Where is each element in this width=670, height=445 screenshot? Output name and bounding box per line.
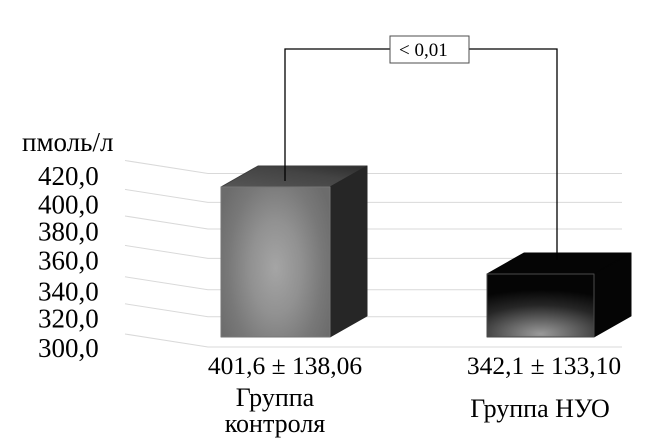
svg-text:300,0: 300,0 — [38, 333, 99, 363]
svg-text:401,6 ± 138,06: 401,6 ± 138,06 — [208, 351, 362, 380]
svg-text:360,0: 360,0 — [38, 246, 99, 276]
svg-text:320,0: 320,0 — [38, 304, 99, 334]
svg-text:420,0: 420,0 — [38, 161, 99, 191]
svg-text:400,0: 400,0 — [38, 190, 99, 220]
svg-text:Группа НУО: Группа НУО — [470, 394, 610, 423]
svg-text:< 0,01: < 0,01 — [399, 40, 448, 61]
svg-text:контроля: контроля — [225, 409, 326, 438]
svg-text:Группа: Группа — [236, 383, 315, 412]
svg-text:340,0: 340,0 — [38, 277, 99, 307]
svg-text:пмоль/л: пмоль/л — [22, 127, 113, 157]
svg-text:342,1 ± 133,10: 342,1 ± 133,10 — [467, 351, 621, 380]
svg-text:380,0: 380,0 — [38, 217, 99, 247]
